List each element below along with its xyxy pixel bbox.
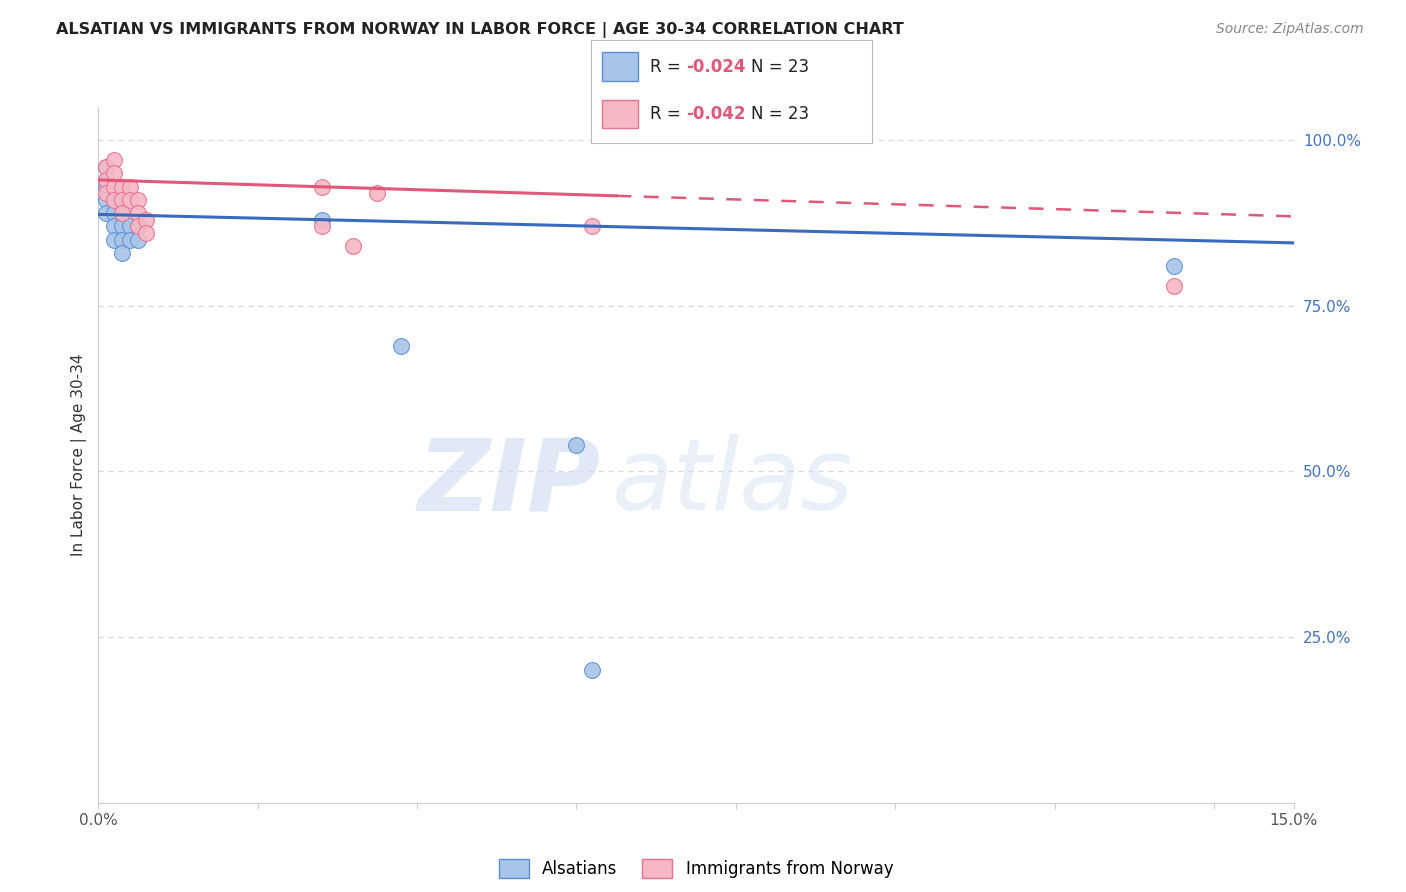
Text: R =: R = xyxy=(650,58,686,76)
Point xyxy=(111,233,134,247)
Point xyxy=(120,233,142,247)
Point xyxy=(135,226,157,240)
Point xyxy=(311,179,333,194)
Legend: Alsatians, Immigrants from Norway: Alsatians, Immigrants from Norway xyxy=(492,853,900,885)
Point xyxy=(103,166,125,180)
Point xyxy=(1163,279,1185,293)
Point xyxy=(389,338,412,352)
Point xyxy=(96,160,118,174)
Point xyxy=(581,663,603,677)
Text: N = 23: N = 23 xyxy=(751,105,808,123)
Point xyxy=(111,219,134,234)
Point xyxy=(96,193,118,207)
Point xyxy=(96,206,118,220)
Text: atlas: atlas xyxy=(613,434,853,532)
Point xyxy=(565,438,588,452)
Point xyxy=(127,206,149,220)
Point xyxy=(103,179,125,194)
Point xyxy=(103,193,125,207)
Point xyxy=(127,233,149,247)
Text: ZIP: ZIP xyxy=(418,434,600,532)
Point xyxy=(103,153,125,167)
Point xyxy=(96,173,118,187)
Point xyxy=(135,212,157,227)
Point xyxy=(127,193,149,207)
Y-axis label: In Labor Force | Age 30-34: In Labor Force | Age 30-34 xyxy=(72,353,87,557)
Text: N = 23: N = 23 xyxy=(751,58,808,76)
Text: -0.042: -0.042 xyxy=(686,105,745,123)
Point xyxy=(111,245,134,260)
FancyBboxPatch shape xyxy=(602,100,638,128)
Text: -0.024: -0.024 xyxy=(686,58,745,76)
Point xyxy=(120,193,142,207)
Point xyxy=(96,173,118,187)
Point xyxy=(127,219,149,234)
Point xyxy=(103,179,125,194)
Text: R =: R = xyxy=(650,105,686,123)
Point xyxy=(96,179,118,194)
Point xyxy=(103,193,125,207)
Point xyxy=(111,206,134,220)
Text: Source: ZipAtlas.com: Source: ZipAtlas.com xyxy=(1216,22,1364,37)
Point xyxy=(581,219,603,234)
Point xyxy=(103,219,125,234)
Point xyxy=(96,160,118,174)
Point xyxy=(127,219,149,234)
Point xyxy=(1163,259,1185,273)
Point xyxy=(96,186,118,201)
FancyBboxPatch shape xyxy=(602,53,638,81)
Point xyxy=(120,179,142,194)
Point xyxy=(311,212,333,227)
Point xyxy=(311,219,333,234)
Point xyxy=(103,233,125,247)
Point xyxy=(111,206,134,220)
Text: ALSATIAN VS IMMIGRANTS FROM NORWAY IN LABOR FORCE | AGE 30-34 CORRELATION CHART: ALSATIAN VS IMMIGRANTS FROM NORWAY IN LA… xyxy=(56,22,904,38)
Point xyxy=(342,239,364,253)
Point xyxy=(111,179,134,194)
Point xyxy=(120,219,142,234)
Point xyxy=(366,186,388,201)
Point xyxy=(103,206,125,220)
Point xyxy=(111,193,134,207)
